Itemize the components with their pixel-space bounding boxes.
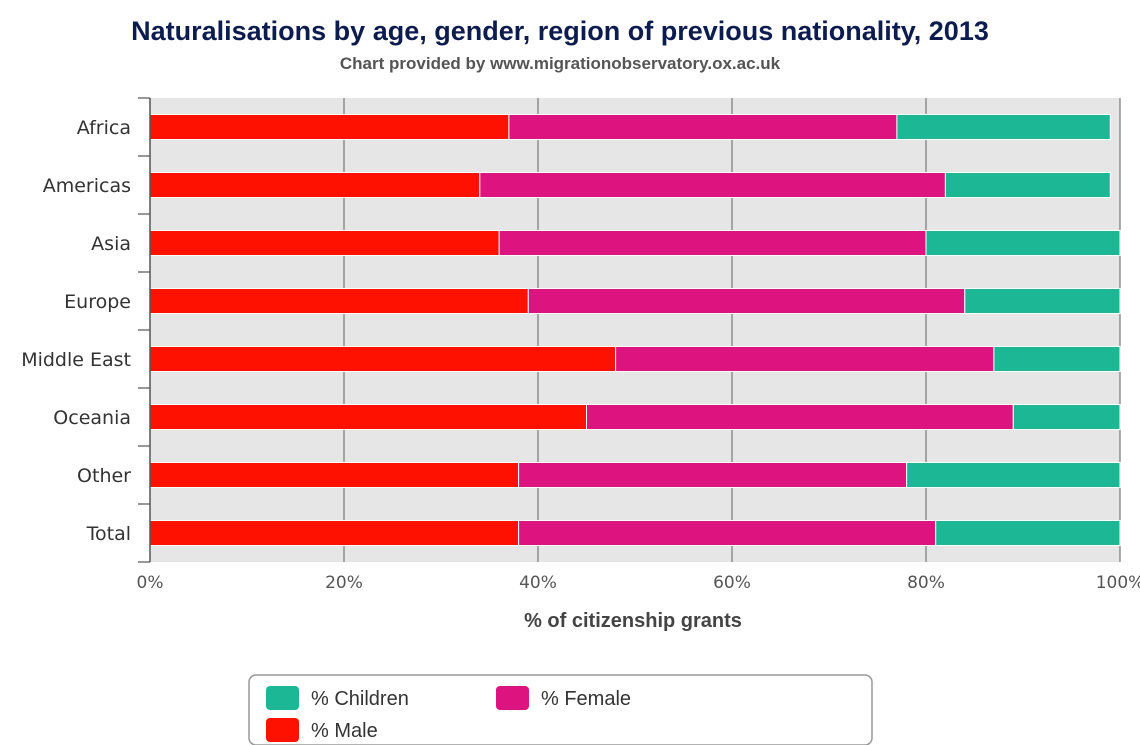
legend-label: % Female <box>541 688 631 710</box>
bar-children-other <box>906 462 1121 488</box>
bar-children-asia <box>925 230 1121 256</box>
bar-female-africa <box>508 114 898 140</box>
x-tick-label: 0% <box>137 573 164 593</box>
category-label: Total <box>86 523 131 545</box>
category-label: Middle East <box>21 349 131 371</box>
bar-female-europe <box>527 288 966 314</box>
bar-male-africa <box>149 114 510 140</box>
bar-female-oceania <box>586 404 1014 430</box>
x-tick-label: 100% <box>1096 573 1140 593</box>
bar-children-europe <box>964 288 1121 314</box>
bars <box>149 114 1121 546</box>
x-axis-title: % of citizenship grants <box>524 610 742 632</box>
category-label: Oceania <box>53 407 131 429</box>
bar-children-total <box>935 520 1121 546</box>
chart-title: Naturalisations by age, gender, region o… <box>131 16 989 46</box>
legend-swatch <box>266 718 299 742</box>
category-label: Africa <box>77 117 131 139</box>
bar-children-americas <box>944 172 1111 198</box>
legend-swatch <box>496 686 529 710</box>
bar-male-total <box>149 520 520 546</box>
bar-male-asia <box>149 230 500 256</box>
category-label: Americas <box>43 175 131 197</box>
category-label: Other <box>77 465 131 487</box>
bar-children-oceania <box>1012 404 1121 430</box>
axes <box>138 97 151 563</box>
bar-male-americas <box>149 172 481 198</box>
bar-male-oceania <box>149 404 587 430</box>
legend-box <box>248 674 873 745</box>
bar-female-middle-east <box>615 346 995 372</box>
legend-label: % Children <box>311 688 409 710</box>
x-tick-label: 40% <box>519 573 557 593</box>
bar-female-total <box>518 520 937 546</box>
legend-swatch <box>266 686 299 710</box>
bar-female-americas <box>479 172 946 198</box>
bar-children-africa <box>896 114 1111 140</box>
legend: % Children % Female % Male <box>248 674 873 745</box>
bar-female-other <box>518 462 908 488</box>
x-tick-label: 80% <box>907 573 945 593</box>
plot-background <box>150 98 1120 562</box>
x-tick-label: 60% <box>713 573 751 593</box>
bar-female-asia <box>498 230 927 256</box>
category-labels: Africa Americas Asia Europe Middle East Ocean… <box>21 117 131 545</box>
bar-male-europe <box>149 288 529 314</box>
x-tick-labels: 0% 20% 40% 60% 80% 100% <box>137 573 1140 593</box>
chart-subtitle: Chart provided by www.migrationobservato… <box>340 54 781 73</box>
category-label: Europe <box>64 291 131 313</box>
bar-children-middle-east <box>993 346 1121 372</box>
legend-label: % Male <box>311 720 378 742</box>
bar-male-other <box>149 462 520 488</box>
bar-male-middle-east <box>149 346 617 372</box>
x-tick-label: 20% <box>325 573 363 593</box>
category-label: Asia <box>91 233 131 255</box>
